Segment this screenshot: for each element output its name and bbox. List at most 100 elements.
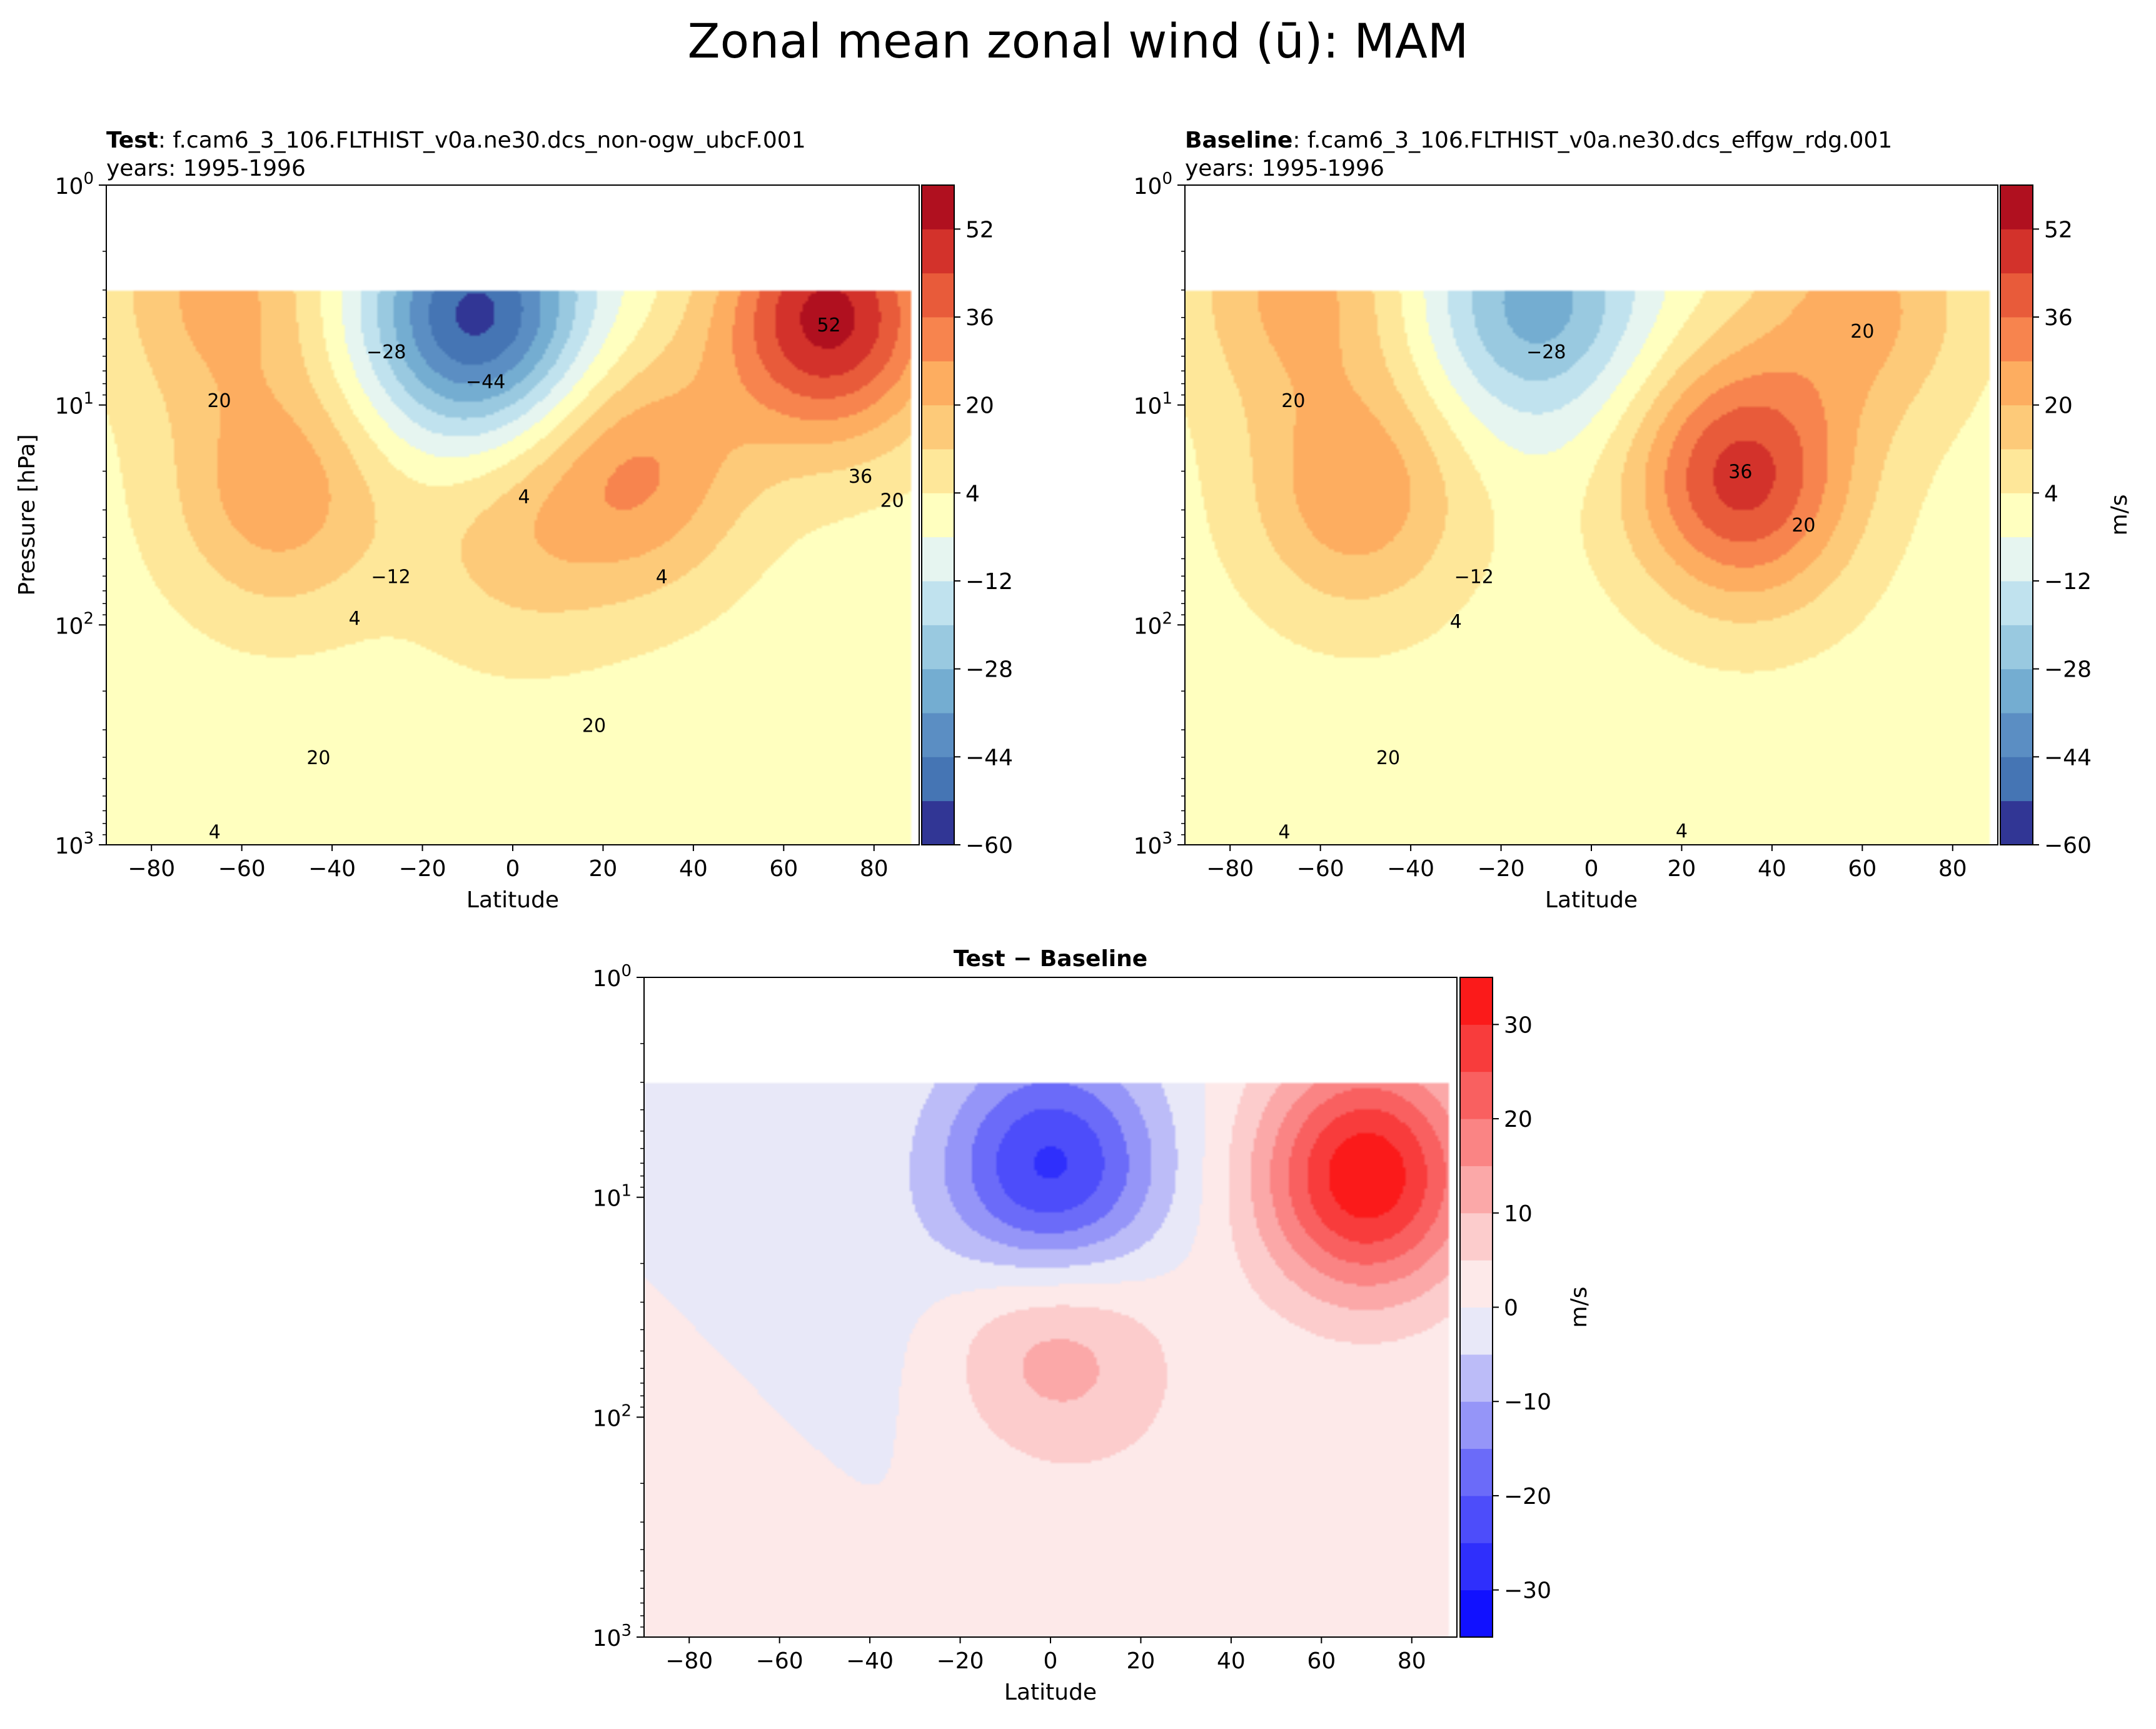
- x-tick-label: 60: [1848, 856, 1876, 882]
- colorbar-swatch: [1460, 1401, 1493, 1449]
- y-tick-label: 100: [593, 962, 632, 992]
- colorbar-tick-label: 4: [965, 481, 980, 507]
- colorbar-swatch: [2000, 449, 2033, 493]
- x-tick-label: −20: [1478, 856, 1525, 882]
- colorbar-swatch: [922, 273, 954, 318]
- colorbar-swatch: [922, 537, 954, 582]
- colorbar-swatch: [1460, 1495, 1493, 1543]
- y-tick-label: 102: [1134, 609, 1172, 639]
- x-tick-label: −80: [128, 856, 175, 882]
- contour-label: 36: [849, 466, 872, 488]
- x-tick-label: −40: [846, 1648, 894, 1674]
- y-tick-label: 100: [1134, 169, 1172, 199]
- contour-label: 4: [1278, 822, 1290, 844]
- colorbar-label: m/s: [2107, 495, 2132, 536]
- colorbar-tick-label: −60: [965, 833, 1013, 859]
- x-axis-label: Latitude: [1545, 887, 1638, 913]
- colorbar-test: −60 −44 −28 −12 4 20 36 52: [921, 184, 1013, 859]
- x-axis-label: Latitude: [466, 887, 559, 913]
- x-tick-label: 20: [1127, 1648, 1156, 1674]
- colorbar-swatch: [1460, 1354, 1493, 1402]
- colorbar-difference: −30 −20 −10 0 10 20 30 m/s: [1459, 977, 1592, 1638]
- colorbar-swatch: [2000, 581, 2033, 625]
- x-tick-label: −60: [218, 856, 266, 882]
- contour-label: 20: [1376, 747, 1400, 769]
- colorbar-tick-label: −12: [2044, 569, 2092, 595]
- x-tick-label: 0: [506, 856, 520, 882]
- colorbar-swatch: [1460, 1166, 1493, 1214]
- contour-label: −12: [1454, 566, 1494, 588]
- colorbar-tick-label: 36: [965, 305, 994, 331]
- x-tick-label: 80: [860, 856, 889, 882]
- contour-label: 20: [306, 747, 330, 769]
- colorbar-swatch: [2000, 273, 2033, 318]
- colorbar-swatch: [1460, 977, 1493, 1025]
- colorbar-tick-label: 52: [2044, 217, 2073, 243]
- x-tick-label: −20: [937, 1648, 984, 1674]
- y-tick-label: 101: [1134, 390, 1172, 420]
- contour-label: −28: [366, 341, 406, 363]
- colorbar-swatch: [2000, 405, 2033, 450]
- contour-label: 4: [656, 566, 668, 588]
- x-tick-label: −60: [1297, 856, 1344, 882]
- panel-title: Baseline: f.cam6_3_106.FLTHIST_v0a.ne30.…: [1185, 128, 1892, 153]
- colorbar-tick-label: −10: [1504, 1389, 1551, 1415]
- y-tick-label: 100: [55, 169, 94, 199]
- colorbar-tick-label: −28: [2044, 657, 2092, 683]
- colorbar-tick-label: 0: [1504, 1296, 1518, 1321]
- colorbar-swatch: [1460, 1119, 1493, 1166]
- figure-title: Zonal mean zonal wind (ū): MAM: [688, 13, 1469, 69]
- colorbar-tick-label: 20: [1504, 1107, 1533, 1132]
- x-tick-label: 20: [589, 856, 618, 882]
- colorbar-swatch: [922, 581, 954, 625]
- contour-label: 52: [817, 315, 840, 336]
- colorbar-swatch: [922, 625, 954, 670]
- x-tick-label: 40: [1217, 1648, 1246, 1674]
- x-tick-label: 60: [769, 856, 798, 882]
- x-tick-label: −80: [1206, 856, 1254, 882]
- x-tick-label: −40: [1387, 856, 1434, 882]
- contour-label: 20: [1281, 390, 1305, 412]
- field-test: [106, 185, 919, 845]
- colorbar-swatch: [2000, 361, 2033, 406]
- colorbar-swatch: [922, 229, 954, 274]
- colorbar-swatch: [1460, 1071, 1493, 1119]
- panel-title: Test: f.cam6_3_106.FLTHIST_v0a.ne30.dcs_…: [106, 128, 806, 153]
- colorbar-swatch: [2000, 317, 2033, 361]
- colorbar-swatch: [2000, 713, 2033, 757]
- x-tick-label: −20: [399, 856, 446, 882]
- colorbar-tick-label: 20: [965, 393, 994, 419]
- x-tick-label: 80: [1938, 856, 1967, 882]
- colorbar-tick-label: −20: [1504, 1484, 1551, 1510]
- colorbar-tick-label: −44: [965, 745, 1013, 770]
- colorbar-tick-label: 52: [965, 217, 994, 243]
- colorbar-swatch: [2000, 757, 2033, 802]
- contour-label: 20: [582, 715, 606, 737]
- colorbar-swatch: [1460, 1543, 1493, 1591]
- colorbar-tick-label: −44: [2044, 745, 2092, 770]
- colorbar-swatch: [922, 405, 954, 450]
- colorbar-swatch: [2000, 185, 2033, 229]
- contour-label: 20: [1791, 515, 1815, 537]
- colorbar-swatch: [922, 493, 954, 538]
- x-tick-label: 80: [1398, 1648, 1426, 1674]
- y-tick-label: 102: [593, 1401, 632, 1431]
- panel-difference: −80 −60 −40 −20 0 20 40 60 80 Latitude 103 102 101 10…: [593, 946, 1592, 1705]
- contour-label: 4: [349, 608, 361, 630]
- y-axis-label: Pressure [hPa]: [14, 434, 40, 595]
- colorbar-swatch: [1460, 1307, 1493, 1355]
- y-tick-label: 103: [55, 829, 94, 859]
- colorbar-tick-label: −28: [965, 657, 1013, 683]
- colorbar-tick-label: 10: [1504, 1201, 1533, 1227]
- colorbar-tick-label: 30: [1504, 1012, 1533, 1038]
- colorbar-swatch: [1460, 1024, 1493, 1072]
- colorbar-label: m/s: [1566, 1287, 1592, 1328]
- colorbar-frame: [921, 184, 955, 845]
- contour-label: −44: [466, 371, 505, 393]
- x-tick-label: −60: [756, 1648, 803, 1674]
- panel-title: Test − Baseline: [954, 946, 1147, 972]
- y-tick-label: 101: [593, 1182, 632, 1212]
- colorbar-swatch: [2000, 668, 2033, 713]
- colorbar-swatch: [922, 449, 954, 493]
- colorbar-baseline: −60 −44 −28 −12 4 20 36 52 m/s: [2000, 184, 2132, 859]
